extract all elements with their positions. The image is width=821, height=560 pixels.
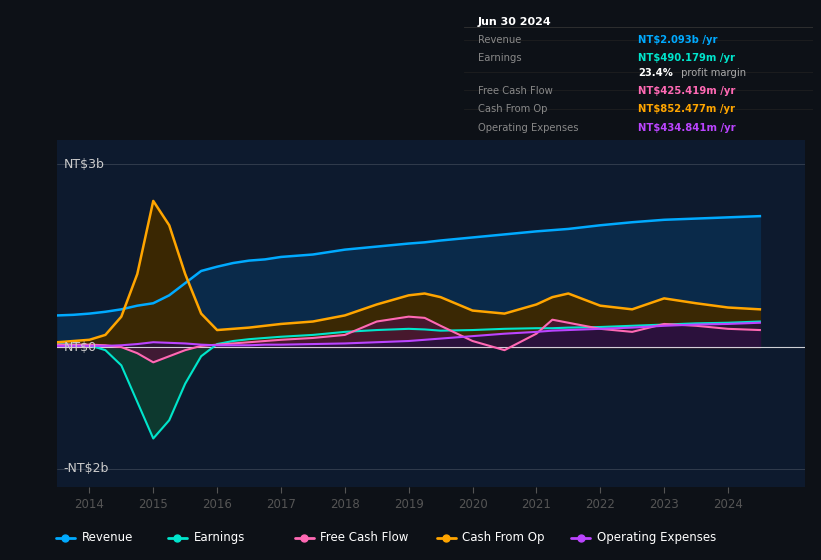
Text: 23.4%: 23.4% <box>639 68 673 78</box>
Text: Operating Expenses: Operating Expenses <box>478 123 578 133</box>
Text: Revenue: Revenue <box>478 35 521 45</box>
Text: profit margin: profit margin <box>678 68 746 78</box>
Text: NT$2.093b /yr: NT$2.093b /yr <box>639 35 718 45</box>
Text: Jun 30 2024: Jun 30 2024 <box>478 17 552 27</box>
Text: Revenue: Revenue <box>81 531 133 544</box>
Text: NT$852.477m /yr: NT$852.477m /yr <box>639 104 736 114</box>
Text: NT$490.179m /yr: NT$490.179m /yr <box>639 53 736 63</box>
Text: Earnings: Earnings <box>478 53 521 63</box>
Text: NT$0: NT$0 <box>64 340 97 353</box>
Text: Free Cash Flow: Free Cash Flow <box>320 531 409 544</box>
Text: -NT$2b: -NT$2b <box>64 463 109 475</box>
Text: Cash From Op: Cash From Op <box>478 104 548 114</box>
Text: Cash From Op: Cash From Op <box>462 531 545 544</box>
Text: Earnings: Earnings <box>194 531 245 544</box>
Text: NT$425.419m /yr: NT$425.419m /yr <box>639 86 736 96</box>
Text: Operating Expenses: Operating Expenses <box>597 531 716 544</box>
Text: Free Cash Flow: Free Cash Flow <box>478 86 553 96</box>
Text: NT$434.841m /yr: NT$434.841m /yr <box>639 123 736 133</box>
Text: NT$3b: NT$3b <box>64 158 105 171</box>
